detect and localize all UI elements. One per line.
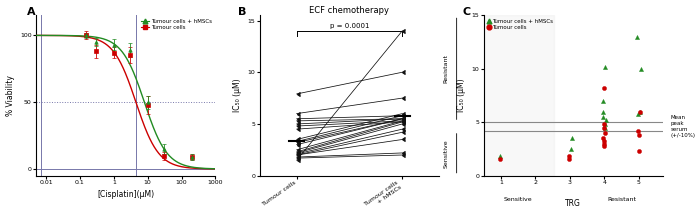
Legend: Tumour cells + hMSCs, Tumour cells: Tumour cells + hMSCs, Tumour cells: [141, 18, 213, 30]
Y-axis label: IC₅₀ (μM): IC₅₀ (μM): [457, 79, 466, 112]
Text: Sensitive: Sensitive: [504, 197, 533, 202]
Y-axis label: IC₅₀ (μM): IC₅₀ (μM): [233, 79, 242, 112]
Text: C: C: [462, 7, 470, 17]
Text: Resistant: Resistant: [443, 54, 449, 83]
X-axis label: TRG: TRG: [566, 199, 581, 208]
Bar: [484, 15, 554, 176]
Title: ECF chemotherapy: ECF chemotherapy: [309, 6, 389, 15]
Legend: Tumour cells + hMSCs, Tumour cells: Tumour cells + hMSCs, Tumour cells: [486, 18, 554, 30]
Y-axis label: % Viability: % Viability: [6, 75, 15, 116]
Text: Mean
peak
serum
(+/-10%): Mean peak serum (+/-10%): [670, 115, 695, 138]
Text: p = 0.0001: p = 0.0001: [330, 23, 369, 29]
X-axis label: [Cisplatin](μM): [Cisplatin](μM): [97, 191, 154, 199]
Text: Resistant: Resistant: [607, 197, 636, 202]
Text: Sensitive: Sensitive: [443, 139, 449, 168]
Text: B: B: [238, 7, 246, 17]
Text: A: A: [27, 7, 36, 17]
